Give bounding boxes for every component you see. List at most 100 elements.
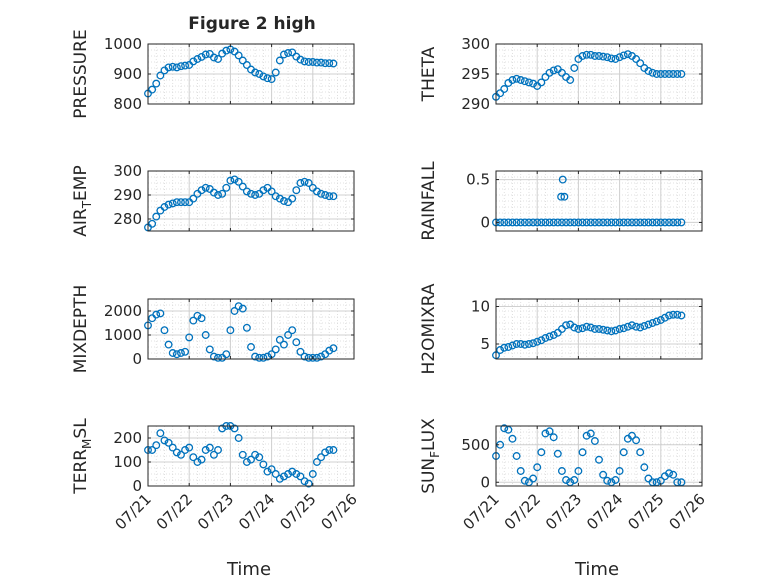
data-point <box>152 441 161 450</box>
data-point <box>669 310 678 319</box>
y-tick-label: 0 <box>132 477 142 495</box>
data-point <box>259 353 268 362</box>
data-point <box>201 331 210 339</box>
data-point <box>636 448 645 457</box>
data-point <box>619 218 628 227</box>
data-point <box>329 192 338 201</box>
data-point <box>222 183 231 192</box>
y-axis-label: H2OMIXRA <box>419 283 439 374</box>
data-point <box>292 338 301 347</box>
data-point <box>520 77 529 86</box>
data-point <box>623 50 632 59</box>
data-point <box>529 474 538 483</box>
data-point <box>168 199 177 208</box>
data-point <box>209 188 218 197</box>
data-point <box>578 52 587 60</box>
y-tick-label: 0 <box>480 213 490 231</box>
data-point <box>562 218 570 227</box>
data-point <box>504 218 513 227</box>
data-point <box>251 450 260 459</box>
data-point <box>525 78 533 87</box>
y-tick-label: 900 <box>113 65 142 83</box>
data-point <box>267 465 276 474</box>
data-point <box>590 325 599 333</box>
y-tick-label: 500 <box>461 436 490 454</box>
data-point <box>545 218 554 227</box>
data-point <box>553 218 562 227</box>
data-point <box>271 68 280 77</box>
data-point <box>603 326 612 335</box>
data-point <box>312 353 321 362</box>
data-point <box>193 55 202 63</box>
data-point <box>168 62 177 71</box>
data-point <box>516 218 525 227</box>
data-point <box>673 218 682 227</box>
data-point <box>669 218 678 227</box>
data-point <box>660 70 669 78</box>
data-point <box>271 470 280 478</box>
data-point <box>533 463 542 472</box>
data-point <box>284 470 293 478</box>
data-point <box>525 340 533 348</box>
data-point <box>557 192 566 201</box>
data-point <box>652 70 661 78</box>
data-point <box>263 74 272 83</box>
data-point <box>665 469 673 478</box>
data-point <box>177 450 185 459</box>
data-point <box>595 325 603 333</box>
data-point <box>242 61 251 69</box>
x-axis-label: Time <box>574 559 619 580</box>
data-point <box>242 458 251 466</box>
y-tick-label: 290 <box>113 186 142 204</box>
y-tick-label: 800 <box>113 95 142 113</box>
data-point <box>185 443 194 452</box>
data-point <box>214 446 222 454</box>
data-point <box>312 58 321 67</box>
axes-5: 0 1000 2000 MIXDEPTH <box>71 285 355 373</box>
data-point <box>603 53 612 62</box>
data-point <box>574 325 583 333</box>
data-point <box>673 310 682 319</box>
data-point <box>275 335 284 344</box>
data-point <box>317 189 325 198</box>
data-point <box>636 323 645 332</box>
data-point <box>304 353 313 362</box>
data-point <box>172 448 181 457</box>
data-point <box>619 448 628 457</box>
figure-title: Figure 2 high <box>188 14 316 34</box>
data-point <box>590 218 599 227</box>
data-point <box>541 429 550 438</box>
data-point <box>263 467 272 476</box>
data-point <box>160 326 169 335</box>
data-point <box>193 311 202 320</box>
axes-2: 290 295 300 THETA <box>419 35 703 113</box>
data-point <box>648 68 657 77</box>
data-point <box>520 340 529 349</box>
data-point <box>189 453 198 462</box>
data-point <box>230 175 239 184</box>
data-point <box>304 479 313 488</box>
data-point <box>582 218 591 227</box>
data-point <box>234 51 243 60</box>
data-point <box>218 424 227 433</box>
data-point <box>247 189 255 198</box>
data-point <box>329 446 338 454</box>
data-point <box>197 186 206 195</box>
data-point <box>562 476 570 484</box>
data-point <box>644 320 653 329</box>
data-point <box>238 304 247 313</box>
data-point <box>665 70 673 78</box>
data-point <box>156 309 165 318</box>
data-point <box>656 70 665 78</box>
data-point <box>619 51 628 60</box>
data-point <box>496 89 505 98</box>
data-point <box>652 317 661 326</box>
data-point <box>300 57 309 66</box>
data-point <box>255 70 264 78</box>
data-point <box>500 424 509 433</box>
data-point <box>586 323 595 332</box>
data-point <box>280 50 288 59</box>
data-point <box>275 474 284 483</box>
data-point <box>238 450 247 459</box>
